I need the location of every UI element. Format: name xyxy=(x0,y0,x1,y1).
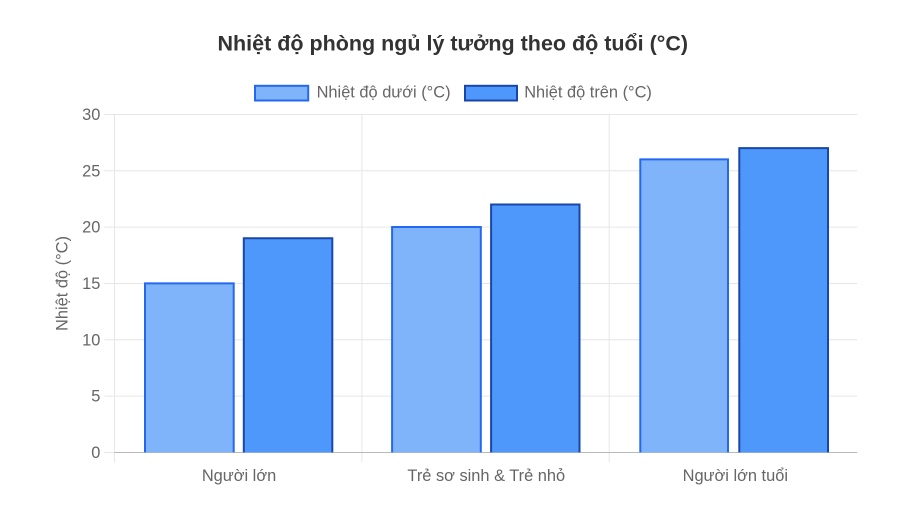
svg-text:5: 5 xyxy=(91,388,100,406)
svg-text:Người lớn tuổi: Người lớn tuổi xyxy=(683,467,788,485)
svg-text:0: 0 xyxy=(91,444,100,462)
svg-text:15: 15 xyxy=(82,275,100,293)
svg-text:Nhiệt độ trên (°C): Nhiệt độ trên (°C) xyxy=(524,83,652,101)
svg-text:10: 10 xyxy=(82,331,100,349)
svg-text:20: 20 xyxy=(82,219,100,237)
svg-text:Người lớn: Người lớn xyxy=(202,467,276,485)
svg-text:Nhiệt độ phòng ngủ lý tưởng th: Nhiệt độ phòng ngủ lý tưởng theo độ tuổi… xyxy=(218,32,689,56)
svg-text:Nhiệt độ (°C): Nhiệt độ (°C) xyxy=(54,236,72,331)
svg-text:Nhiệt độ dưới (°C): Nhiệt độ dưới (°C) xyxy=(317,83,451,101)
svg-text:Trẻ sơ sinh & Trẻ nhỏ: Trẻ sơ sinh & Trẻ nhỏ xyxy=(407,467,565,485)
svg-text:30: 30 xyxy=(82,106,100,124)
svg-text:25: 25 xyxy=(82,162,100,180)
